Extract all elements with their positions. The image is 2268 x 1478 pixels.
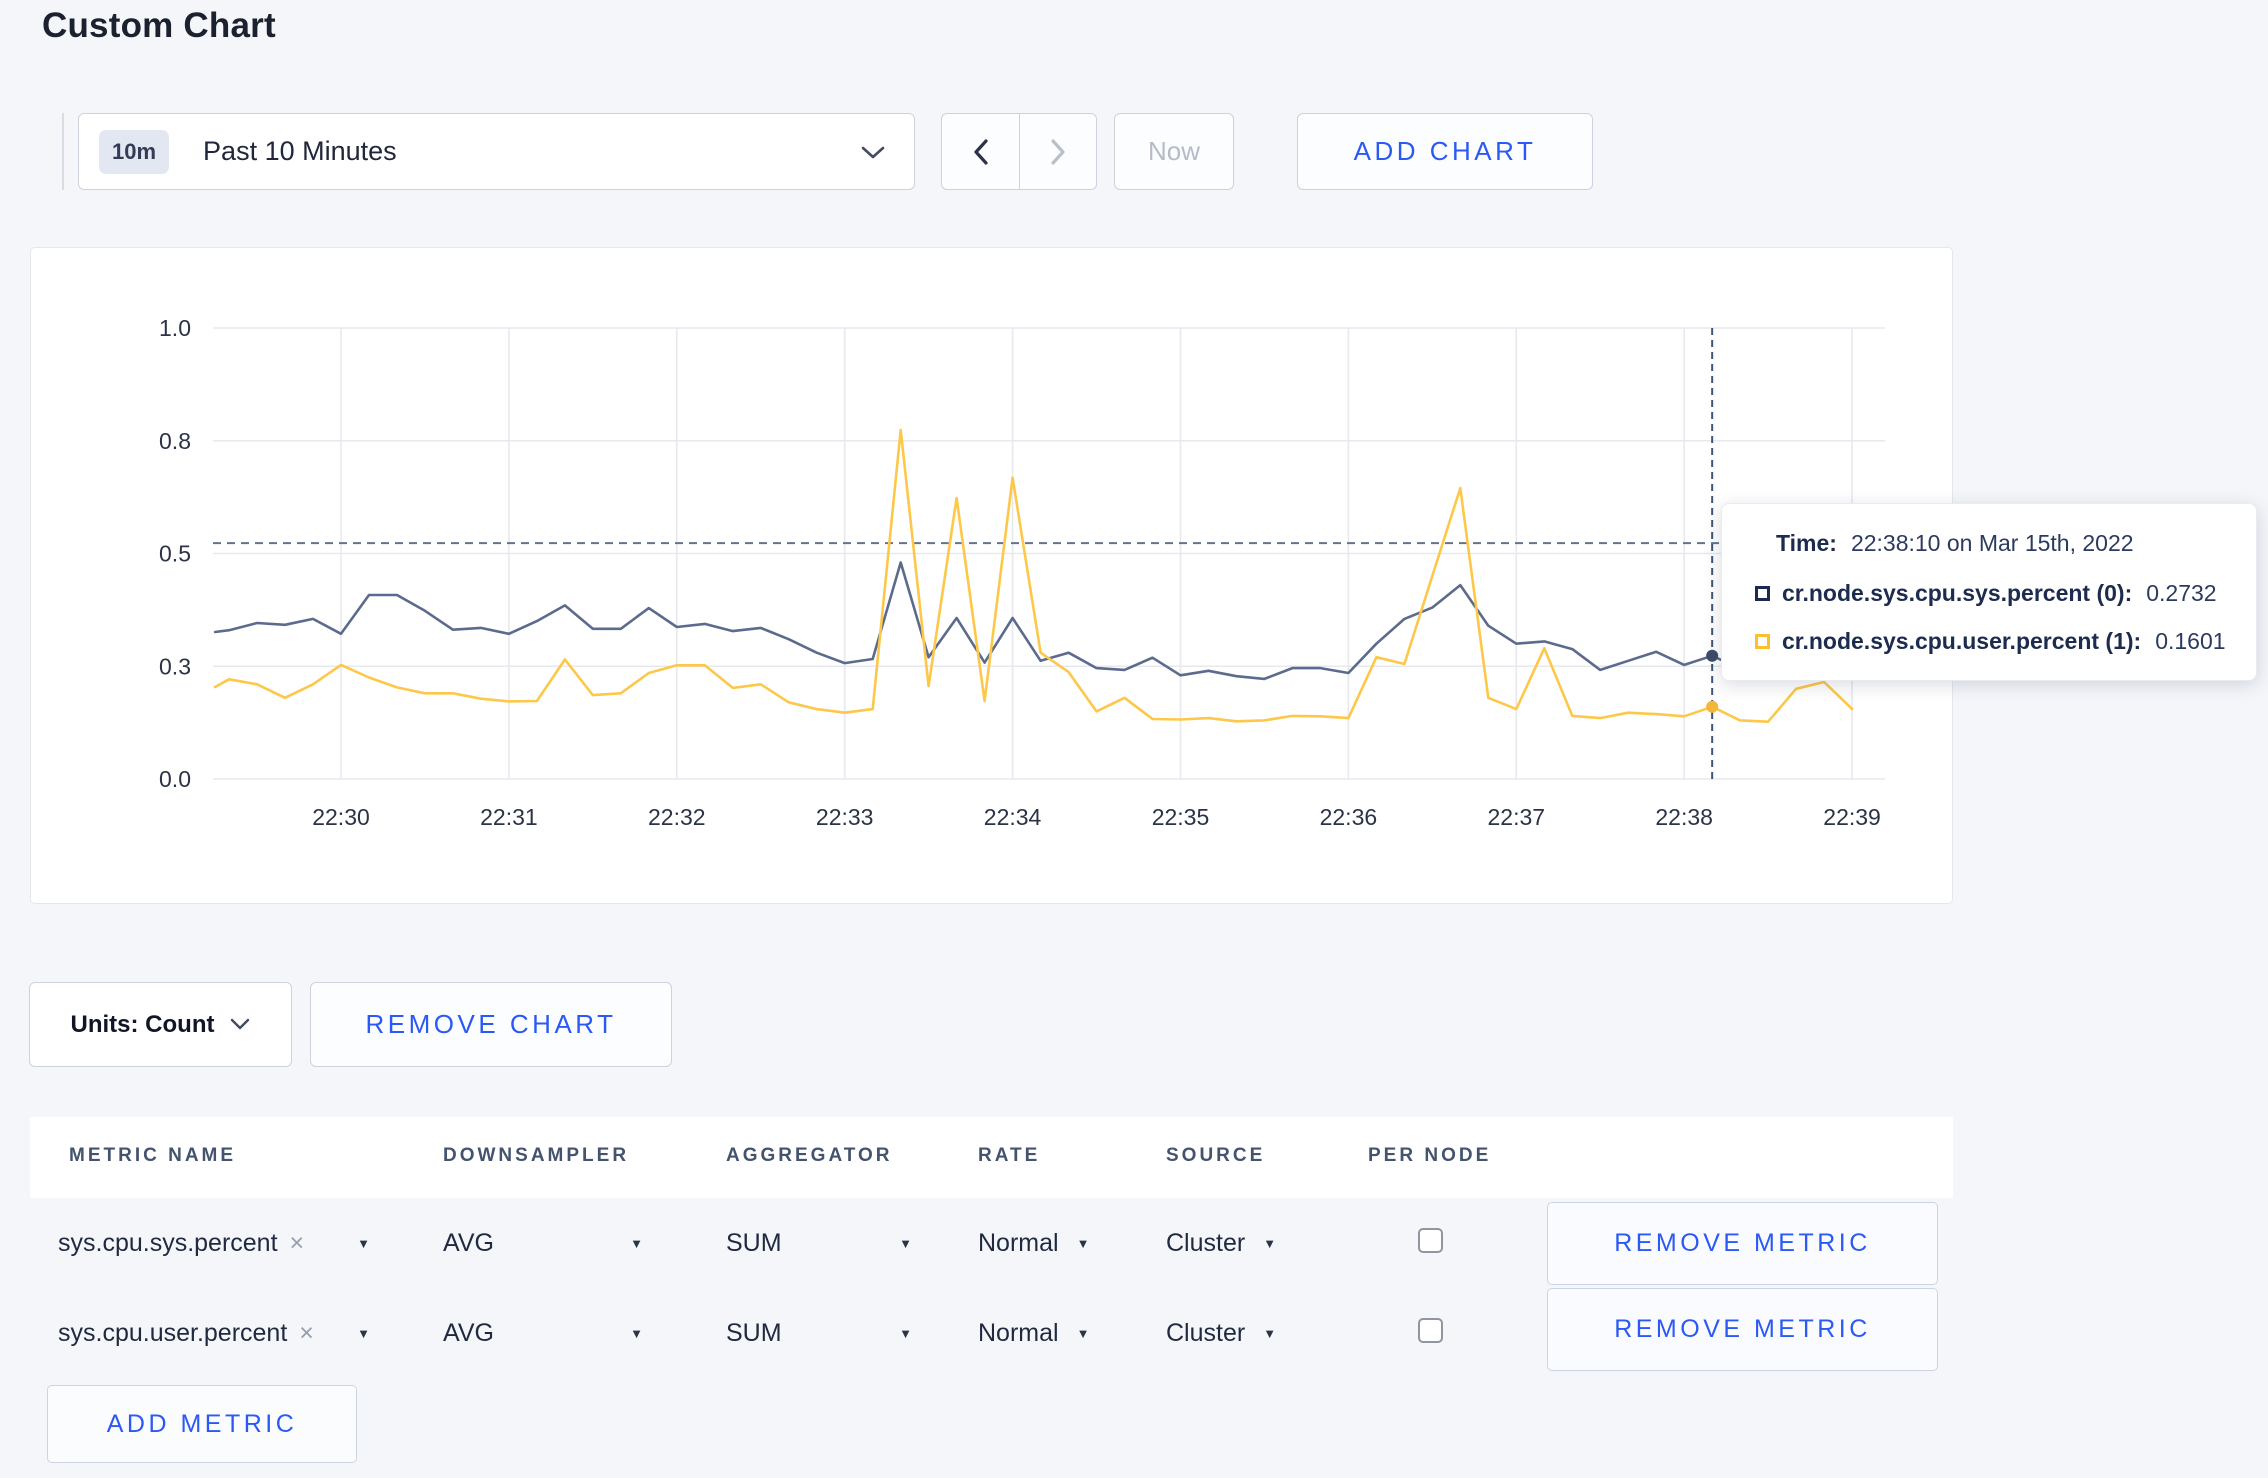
svg-text:22:35: 22:35	[1152, 804, 1210, 830]
toolbar-accent-divider	[62, 113, 64, 190]
chevron-down-icon	[231, 1018, 250, 1030]
rate-select[interactable]: Normal ▼	[978, 1318, 1090, 1347]
svg-text:1.0: 1.0	[159, 315, 191, 341]
tooltip-time-label: Time:	[1776, 530, 1837, 556]
caret-down-icon: ▼	[1263, 1235, 1277, 1251]
caret-down-icon: ▼	[630, 1235, 643, 1251]
svg-text:22:32: 22:32	[648, 804, 706, 830]
chevron-left-icon	[974, 138, 988, 165]
caret-down-icon: ▼	[899, 1235, 912, 1251]
metric-name-select[interactable]: sys.cpu.user.percent × ▼	[58, 1318, 370, 1347]
column-header-downsampler: DOWNSAMPLER	[443, 1145, 630, 1166]
svg-text:0.3: 0.3	[159, 653, 191, 679]
tooltip-series-label: cr.node.sys.cpu.sys.percent (0):	[1782, 580, 2133, 606]
column-header-source: SOURCE	[1166, 1145, 1266, 1166]
caret-down-icon: ▼	[357, 1235, 370, 1251]
caret-down-icon: ▼	[357, 1325, 370, 1341]
column-header-aggregator: AGGREGATOR	[726, 1145, 893, 1166]
tooltip-series-label: cr.node.sys.cpu.user.percent (1):	[1782, 628, 2142, 654]
time-nav-group	[941, 113, 1097, 190]
add-chart-button[interactable]: ADD CHART	[1297, 113, 1593, 190]
remove-metric-button[interactable]: REMOVE METRIC	[1547, 1288, 1938, 1371]
add-metric-button[interactable]: ADD METRIC	[47, 1385, 357, 1463]
svg-text:0.5: 0.5	[159, 541, 191, 567]
svg-text:0.8: 0.8	[159, 428, 191, 454]
per-node-checkbox[interactable]	[1418, 1318, 1443, 1343]
remove-chart-button[interactable]: REMOVE CHART	[310, 982, 672, 1067]
svg-text:22:31: 22:31	[480, 804, 538, 830]
next-interval-button[interactable]	[1019, 114, 1096, 189]
aggregator-select[interactable]: SUM ▼	[726, 1318, 912, 1347]
source-select[interactable]: Cluster ▼	[1166, 1318, 1277, 1347]
svg-text:22:37: 22:37	[1488, 804, 1546, 830]
units-label: Units: Count	[70, 1010, 215, 1038]
tooltip-series-value: 0.2732	[2146, 580, 2217, 606]
time-window-dropdown[interactable]: 10m Past 10 Minutes	[78, 113, 915, 190]
svg-text:22:30: 22:30	[312, 804, 370, 830]
units-dropdown[interactable]: Units: Count	[29, 982, 292, 1067]
time-window-label: Past 10 Minutes	[203, 136, 397, 166]
downsampler-select[interactable]: AVG ▼	[443, 1228, 643, 1257]
tooltip-time-value: 22:38:10 on Mar 15th, 2022	[1850, 530, 2134, 556]
clear-metric-icon[interactable]: ×	[299, 1318, 314, 1347]
rate-select[interactable]: Normal ▼	[978, 1228, 1090, 1257]
series-sys-swatch-icon	[1755, 586, 1770, 601]
caret-down-icon: ▼	[1263, 1325, 1277, 1341]
remove-metric-button[interactable]: REMOVE METRIC	[1547, 1202, 1938, 1285]
caret-down-icon: ▼	[1076, 1325, 1090, 1341]
svg-text:22:36: 22:36	[1320, 804, 1378, 830]
chart-card: 0.0 0.3 0.5 0.8 1.0 22:30 22:31 22:32 22:33 22:34…	[30, 247, 1953, 904]
svg-text:0.0: 0.0	[159, 766, 191, 792]
per-node-checkbox[interactable]	[1418, 1228, 1443, 1253]
svg-text:22:34: 22:34	[984, 804, 1042, 830]
svg-text:22:33: 22:33	[816, 804, 874, 830]
prev-interval-button[interactable]	[942, 114, 1019, 189]
time-window-badge: 10m	[99, 129, 170, 174]
page-title: Custom Chart	[42, 6, 276, 45]
source-select[interactable]: Cluster ▼	[1166, 1228, 1277, 1257]
chevron-right-icon	[1050, 138, 1065, 165]
caret-down-icon: ▼	[899, 1325, 912, 1341]
chevron-down-icon	[861, 146, 885, 158]
tooltip-series-value: 0.1601	[2155, 628, 2226, 654]
metric-name-select[interactable]: sys.cpu.sys.percent × ▼	[58, 1228, 370, 1257]
now-button[interactable]: Now	[1114, 113, 1234, 190]
column-header-per-node: PER NODE	[1368, 1145, 1492, 1166]
cpu-metrics-chart[interactable]: 0.0 0.3 0.5 0.8 1.0 22:30 22:31 22:32 22:33 22:34…	[31, 248, 1952, 903]
column-header-metric-name: METRIC NAME	[69, 1145, 237, 1166]
metrics-table-header: METRIC NAME DOWNSAMPLER AGGREGATOR RATE …	[30, 1117, 1953, 1198]
svg-text:22:38: 22:38	[1655, 804, 1713, 830]
aggregator-select[interactable]: SUM ▼	[726, 1228, 912, 1257]
caret-down-icon: ▼	[630, 1325, 643, 1341]
caret-down-icon: ▼	[1076, 1235, 1090, 1251]
series-user-swatch-icon	[1755, 634, 1770, 649]
column-header-rate: RATE	[978, 1145, 1041, 1166]
clear-metric-icon[interactable]: ×	[289, 1228, 305, 1257]
downsampler-select[interactable]: AVG ▼	[443, 1318, 643, 1347]
chart-hover-tooltip: Time: 22:38:10 on Mar 15th, 2022 cr.node…	[1721, 503, 2257, 681]
svg-text:22:39: 22:39	[1823, 804, 1881, 830]
